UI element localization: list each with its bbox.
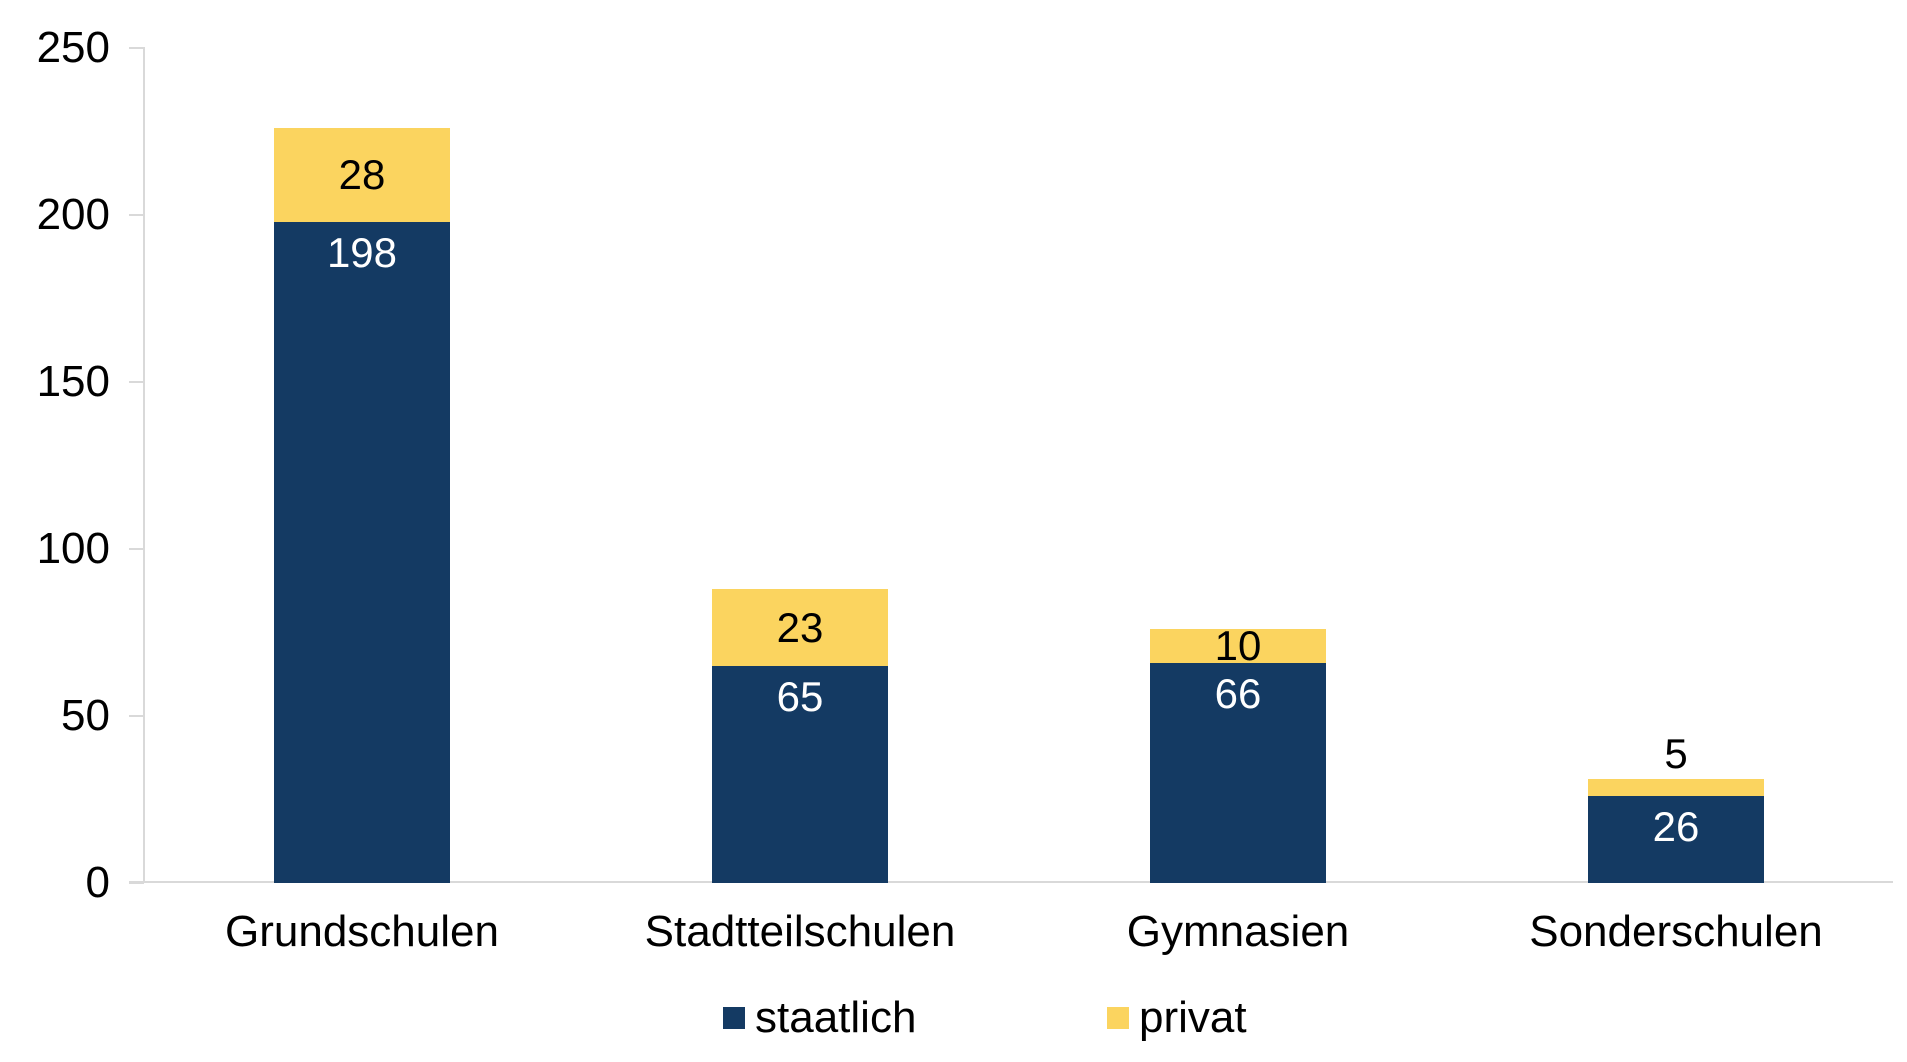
x-axis-line [129,881,1893,883]
y-tick-mark [129,548,144,550]
y-tick-label: 50 [61,691,110,740]
value-label-privat: 5 [1664,730,1688,778]
bar-group: 65 23 [712,589,888,883]
bar-segment-staatlich [712,665,888,883]
value-label-privat: 23 [776,603,824,651]
x-category-label: Gymnasien [1126,907,1350,956]
bar-group: 26 5 [1588,733,1764,883]
value-label-staatlich: 65 [776,672,824,720]
y-tick-mark [129,381,144,383]
y-tick-mark [129,47,144,49]
bar-segment-staatlich [274,221,450,883]
y-tick-mark [129,882,144,884]
y-tick-label: 0 [85,858,110,907]
bar-segment-privat [1588,779,1764,797]
legend-label: privat [1139,993,1247,1042]
bar-segment-staatlich [1588,796,1764,883]
y-tick-label: 150 [36,357,110,406]
bar-group: 198 28 [274,128,450,883]
y-tick-label: 200 [36,190,110,239]
x-category-label: Sonderschulen [1529,907,1823,956]
bar-segment-privat [274,128,450,222]
legend-marker-staatlich [723,1007,745,1029]
bar-segment-privat [712,589,888,666]
legend-marker-privat [1107,1007,1129,1029]
legend-item: staatlich [723,996,916,1040]
bar-group: 66 10 [1150,624,1326,883]
plot-area: 198 28 65 23 66 10 26 5 [144,48,1890,883]
bar-segment-staatlich [1150,662,1326,883]
value-label-staatlich: 198 [326,228,398,276]
bar-segment-privat [1150,629,1326,663]
value-label-staatlich: 26 [1652,803,1700,851]
y-tick-mark [129,214,144,216]
y-tick-label: 100 [36,524,110,573]
legend-label: staatlich [755,993,917,1042]
value-label-staatlich: 66 [1214,669,1262,717]
y-axis-line [143,47,145,883]
legend-item: privat [1107,996,1247,1040]
y-tick-label: 250 [36,23,110,72]
value-label-privat: 28 [338,150,386,198]
x-category-label: Grundschulen [225,907,499,956]
x-category-label: Stadtteilschulen [644,907,956,956]
value-label-privat: 10 [1214,621,1262,669]
y-tick-mark [129,715,144,717]
